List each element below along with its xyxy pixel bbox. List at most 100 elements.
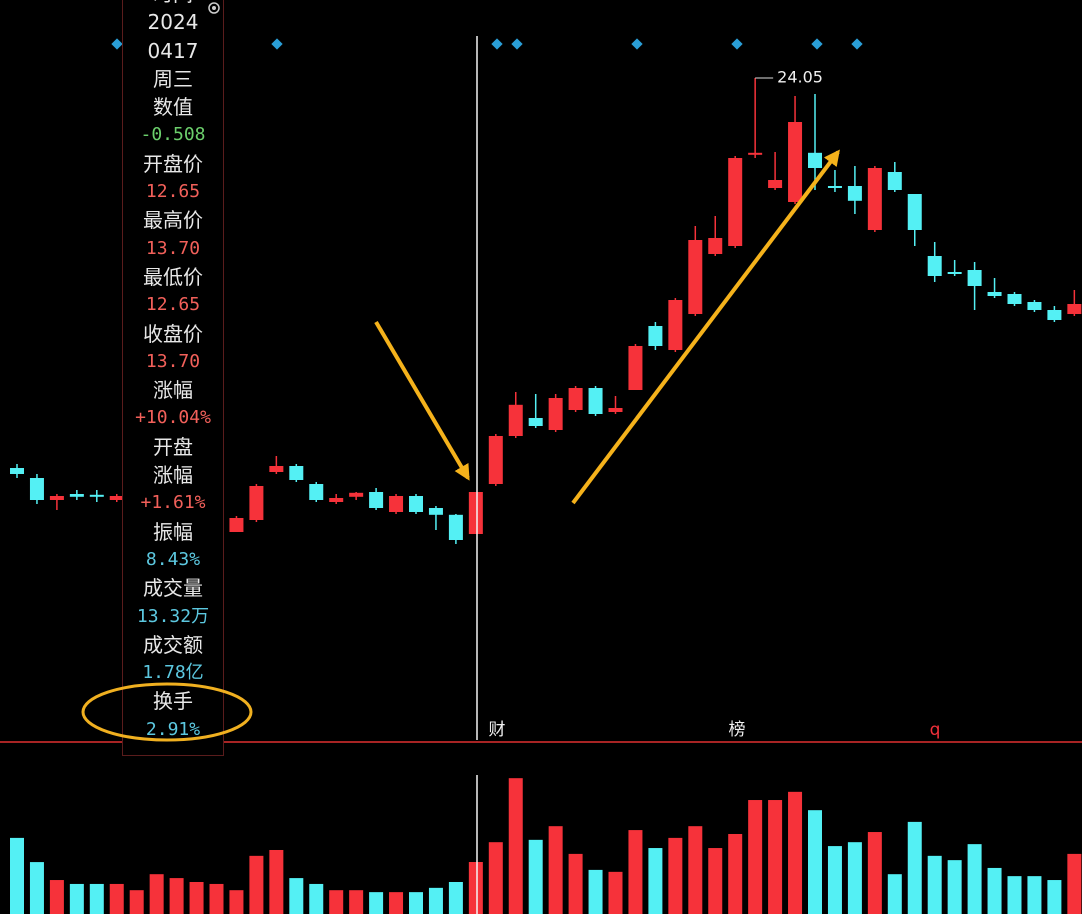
info-value: 12.65	[145, 181, 201, 203]
event-label: q	[930, 720, 941, 740]
info-date: 0417	[147, 38, 199, 63]
volume-bar	[867, 832, 882, 914]
marker	[631, 38, 643, 50]
volume-bar	[189, 881, 204, 914]
info-lines: 时间 2024 0417 周三 数值 -0.508 开盘价 12.65 最高价 …	[123, 0, 223, 744]
candle-body	[409, 496, 423, 512]
volume-bar	[708, 848, 723, 914]
volume-bar	[249, 855, 264, 914]
candle-body	[249, 486, 264, 520]
candle-body	[568, 388, 583, 410]
volume-bar	[149, 874, 164, 914]
candle-body	[329, 498, 344, 502]
volume-bar	[528, 839, 543, 914]
candle-body	[89, 494, 104, 497]
candle-body	[927, 256, 942, 276]
info-value: 13.32万	[136, 605, 210, 627]
info-value: +1.61%	[140, 492, 206, 514]
candle-body	[907, 194, 922, 230]
candle-body	[768, 180, 783, 188]
high-label: 24.05	[777, 68, 823, 87]
info-value: 13.70	[145, 350, 201, 372]
candle-body	[29, 478, 44, 500]
event-label: 榜	[729, 720, 746, 740]
settings-icon[interactable]	[207, 1, 221, 15]
volume-bar	[1027, 876, 1042, 914]
candle-body	[887, 172, 902, 190]
candle-body	[728, 158, 743, 246]
candle-body	[289, 466, 304, 480]
volume-bar	[89, 883, 104, 914]
marker	[511, 38, 523, 50]
volume-bar	[728, 833, 743, 914]
info-label: 涨幅	[153, 463, 193, 488]
candle-body	[229, 518, 244, 532]
volume-bar	[608, 871, 623, 914]
candle-body	[548, 398, 563, 430]
candle-body	[369, 492, 384, 508]
arrow	[571, 149, 840, 505]
volume-bar	[129, 890, 144, 914]
candle-body	[269, 466, 284, 472]
info-label: 振幅	[153, 519, 193, 544]
info-label: 数值	[153, 95, 193, 120]
volume-bar	[808, 810, 822, 914]
info-weekday: 周三	[153, 66, 193, 91]
candle-body	[508, 404, 523, 436]
volume-bar	[329, 890, 344, 914]
volume-bar	[269, 849, 284, 914]
arrow	[374, 320, 470, 481]
candle-body	[528, 418, 543, 426]
marker	[731, 38, 743, 50]
info-value: 8.43%	[145, 548, 201, 570]
candle-body	[468, 492, 483, 534]
volume-bar	[49, 880, 64, 914]
marker	[271, 38, 283, 50]
info-value: 13.70	[145, 237, 201, 259]
candle-body	[708, 238, 723, 254]
volume-bar	[369, 892, 384, 914]
info-value: +10.04%	[135, 407, 211, 429]
candle-body	[847, 186, 862, 201]
volume-bar	[688, 826, 703, 914]
volume-bar	[847, 842, 862, 914]
volume-bar	[887, 874, 902, 914]
volume-bar	[588, 869, 603, 914]
marker	[111, 38, 123, 50]
volume-bar	[827, 846, 842, 914]
candle-body	[1047, 310, 1062, 320]
volume-bar	[468, 862, 483, 914]
marker	[851, 38, 863, 50]
info-label: 时间	[123, 0, 223, 8]
info-label: 换手	[153, 689, 193, 714]
volume-bar	[1047, 880, 1062, 914]
volume-bar	[409, 892, 423, 914]
volume-bar	[448, 881, 463, 914]
volume-bar	[967, 844, 982, 914]
info-panel: 时间 2024 0417 周三 数值 -0.508 开盘价 12.65 最高价 …	[122, 0, 224, 756]
info-label: 成交量	[143, 576, 203, 601]
candle-body	[349, 492, 364, 497]
marker	[811, 38, 823, 50]
volume-bar	[389, 892, 404, 914]
marker	[491, 38, 503, 50]
volume-bar	[10, 837, 24, 914]
volume-bar	[987, 867, 1002, 914]
volume-bar	[169, 878, 184, 914]
candle-body	[748, 152, 763, 155]
candle-body	[987, 292, 1002, 296]
candle-body	[588, 388, 603, 414]
candle-body	[608, 408, 623, 412]
volume-bar	[109, 883, 124, 914]
info-label: 开盘价	[143, 151, 203, 176]
volume-bar	[947, 860, 962, 914]
candle-body	[1067, 304, 1082, 314]
info-label: 最低价	[143, 264, 203, 289]
candle-body	[488, 436, 503, 484]
info-value: 12.65	[145, 294, 201, 316]
candle-body	[49, 496, 64, 500]
candle-body	[947, 272, 962, 274]
candle-body	[788, 122, 803, 202]
volume-bar	[788, 791, 803, 914]
